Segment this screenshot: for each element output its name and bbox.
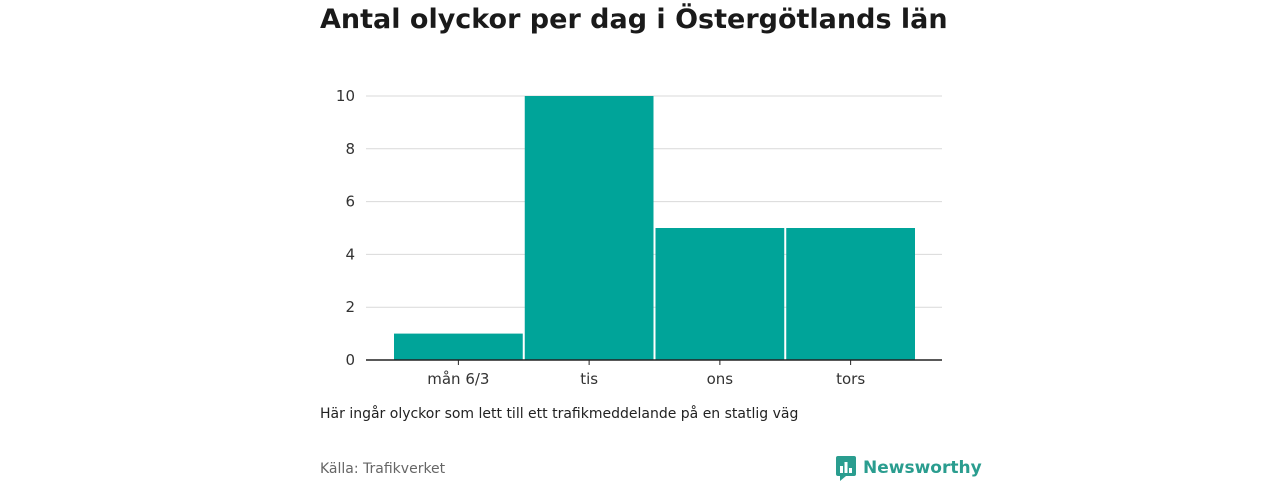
y-tick-label: 10 [336, 87, 355, 105]
newsworthy-logo-icon [836, 456, 856, 481]
y-tick-labels: 0 2 4 6 8 10 [336, 87, 355, 369]
x-tick-label: tors [836, 370, 865, 388]
bar-1 [524, 96, 654, 360]
y-tick-label: 2 [345, 298, 355, 316]
bar-0 [394, 333, 523, 360]
y-tick-label: 4 [345, 245, 355, 263]
x-tick-label: ons [707, 370, 734, 388]
bar-3 [786, 228, 915, 360]
source-credit: Källa: Trafikverket [320, 461, 446, 477]
bar-2 [655, 228, 785, 360]
y-tick-label: 0 [345, 351, 355, 369]
y-tick-label: 8 [345, 140, 355, 158]
x-tick-label: tis [580, 370, 598, 388]
y-tick-label: 6 [345, 193, 355, 211]
bar-chart: 0 2 4 6 8 10 mån 6/3 tis ons tors [336, 87, 942, 388]
newsworthy-logo: Newsworthy [835, 455, 982, 481]
chart-note: Här ingår olyckor som lett till ett traf… [320, 406, 799, 422]
bars [394, 96, 915, 360]
x-tick-labels: mån 6/3 tis ons tors [427, 360, 865, 388]
x-tick-label: mån 6/3 [427, 370, 489, 388]
brand-name: Newsworthy [863, 458, 982, 478]
chart-title: Antal olyckor per dag i Östergötlands lä… [320, 4, 948, 35]
